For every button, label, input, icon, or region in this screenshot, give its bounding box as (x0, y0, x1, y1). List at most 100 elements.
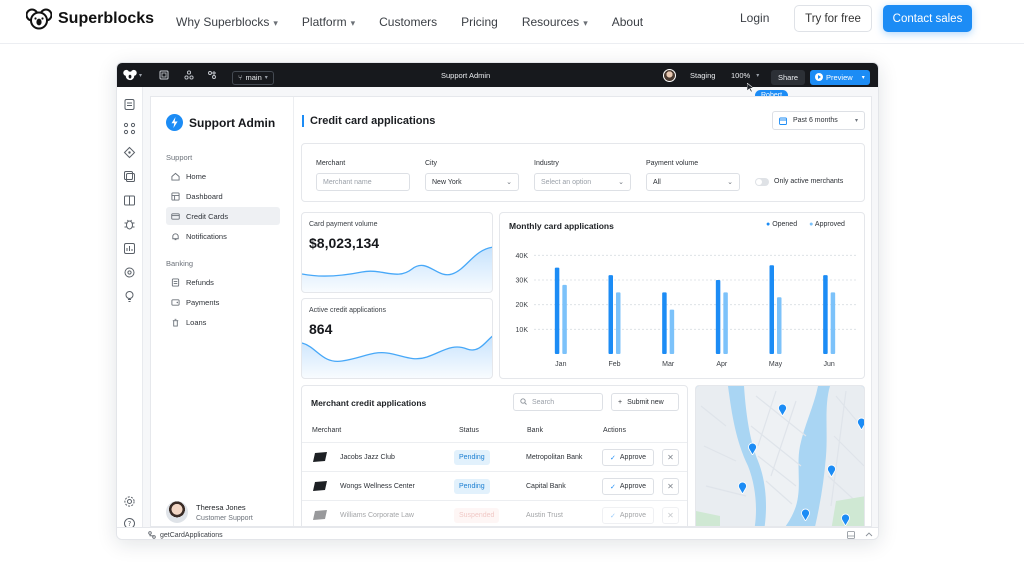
merchant-name: Williams Corporate Law (340, 512, 414, 519)
reject-button[interactable]: ✕ (662, 478, 679, 495)
integrations-icon[interactable] (207, 63, 217, 87)
branch-name: main (245, 73, 262, 82)
table-search-input[interactable]: Search (513, 393, 603, 411)
map-pin-icon[interactable] (827, 464, 836, 477)
editor-app-title: Support Admin (441, 70, 491, 80)
sparkline-chart (302, 246, 492, 292)
legend-approved: ● Approved (809, 221, 845, 228)
gear-icon[interactable] (123, 495, 136, 508)
city-select[interactable]: New York ⌄ (425, 173, 519, 191)
x-tick-label: Feb (608, 361, 620, 368)
book-icon[interactable] (123, 194, 136, 207)
copy-icon[interactable] (123, 170, 136, 183)
svg-text:?: ? (128, 520, 132, 528)
nav-why-superblocks[interactable]: Why Superblocks ▾ (176, 15, 278, 29)
avatar (166, 501, 188, 523)
main-content: Credit card applications Past 6 months ▾… (294, 97, 871, 526)
user-name: Theresa Jones (196, 502, 246, 512)
merchant-card-icon (313, 510, 327, 520)
chevron-down-icon: ⌄ (618, 179, 624, 186)
editor-logo-menu[interactable]: ▾ (123, 63, 142, 87)
approve-label: Approve (619, 483, 646, 490)
bank-name: Metropolitan Bank (526, 454, 583, 461)
expand-icon[interactable] (865, 531, 873, 539)
contact-sales-button[interactable]: Contact sales (883, 5, 972, 32)
nav-pricing[interactable]: Pricing (461, 15, 498, 29)
industry-select[interactable]: Select an option ⌄ (534, 173, 631, 191)
nav-platform[interactable]: Platform ▾ (302, 15, 355, 29)
sidebar-item-refunds[interactable]: Refunds (166, 273, 280, 291)
pages-icon[interactable] (159, 63, 169, 87)
active-merchants-toggle[interactable] (755, 178, 769, 186)
nav-label: Resources (521, 15, 580, 29)
share-button[interactable]: Share (771, 63, 806, 87)
map-pin-icon[interactable] (841, 513, 850, 526)
brand-name: Superblocks (58, 10, 155, 27)
share-label: Share (778, 72, 799, 82)
chart-legend: ● Opened ● Approved (766, 221, 845, 228)
bug-icon[interactable] (123, 218, 136, 231)
y-tick-label: 10K (516, 327, 529, 334)
sidebar-item-notifications[interactable]: Notifications (166, 227, 280, 245)
search-placeholder: Search (532, 398, 555, 406)
map-pin-icon[interactable] (738, 481, 747, 494)
panel-icon[interactable] (847, 531, 855, 539)
column-header-bank[interactable]: Bank (527, 427, 543, 434)
date-range-selector[interactable]: Past 6 months ▾ (772, 111, 865, 130)
city-select-value: New York (432, 178, 462, 186)
map-pin-icon[interactable] (778, 403, 787, 416)
submit-new-button[interactable]: + Submit new (611, 393, 679, 411)
nav-customers[interactable]: Customers (379, 15, 437, 29)
sidebar-item-credit-cards[interactable]: Credit Cards (166, 207, 280, 225)
y-tick-label: 20K (516, 302, 529, 309)
preview-button[interactable]: Preview ▾ (810, 63, 870, 87)
user-profile[interactable]: Theresa Jones Customer Support (166, 501, 253, 523)
collaborator-avatar[interactable] (663, 63, 676, 87)
approve-button[interactable]: ✓ Approve (602, 507, 654, 524)
merchant-name-input[interactable]: Merchant name (316, 173, 410, 191)
tag-icon[interactable] (123, 146, 136, 159)
map-pin-icon[interactable] (748, 442, 757, 455)
approve-button[interactable]: ✓ Approve (602, 478, 654, 495)
components-icon[interactable] (184, 63, 194, 87)
sidebar-item-label: Home (186, 171, 207, 181)
analytics-icon[interactable] (123, 242, 136, 255)
legend-opened: ● Opened (766, 221, 797, 228)
chevron-down-icon: ▾ (350, 18, 356, 28)
approve-button[interactable]: ✓ Approve (602, 449, 654, 466)
api-status[interactable]: getCardApplications (148, 531, 223, 539)
lightbulb-icon[interactable] (123, 290, 136, 303)
divider (302, 500, 687, 501)
section-support: Support (166, 153, 193, 162)
sidebar-item-payments[interactable]: Payments (166, 293, 280, 311)
sidebar-item-home[interactable]: Home (166, 167, 280, 185)
map-pin-icon[interactable] (857, 417, 865, 430)
brand-logo[interactable]: Superblocks (26, 8, 154, 30)
date-range-value: Past 6 months (793, 117, 838, 124)
document-icon[interactable] (123, 98, 136, 111)
environment-selector[interactable]: Staging (690, 70, 716, 80)
branch-selector[interactable]: ⑂ main ▾ (232, 63, 274, 87)
map-pin-icon[interactable] (801, 508, 810, 521)
login-link[interactable]: Login (740, 11, 770, 25)
column-header-actions[interactable]: Actions (603, 427, 626, 434)
zoom-selector[interactable]: 100% ▾ (731, 63, 759, 87)
payment-volume-select[interactable]: All ⌄ (646, 173, 740, 191)
stat-label: Card payment volume (309, 221, 378, 228)
column-header-status[interactable]: Status (459, 427, 479, 434)
table-title: Merchant credit applications (311, 398, 427, 408)
nav-about[interactable]: About (612, 15, 643, 29)
reject-button[interactable]: ✕ (662, 507, 679, 524)
column-header-merchant[interactable]: Merchant (312, 427, 342, 434)
sidebar-item-loans[interactable]: Loans (166, 313, 280, 331)
nav-resources[interactable]: Resources ▾ (522, 15, 588, 29)
chevron-down-icon: ⌄ (727, 179, 733, 186)
merchant-map[interactable] (695, 385, 865, 526)
merchant-applications-table-card: Merchant credit applications Search + Su… (301, 385, 688, 526)
workflow-icon[interactable] (123, 122, 136, 135)
try-for-free-button[interactable]: Try for free (794, 5, 872, 32)
sidebar-item-dashboard[interactable]: Dashboard (166, 187, 280, 205)
chart-title: Monthly card applications (509, 221, 614, 231)
settings-cog-icon[interactable] (123, 266, 136, 279)
reject-button[interactable]: ✕ (662, 449, 679, 466)
